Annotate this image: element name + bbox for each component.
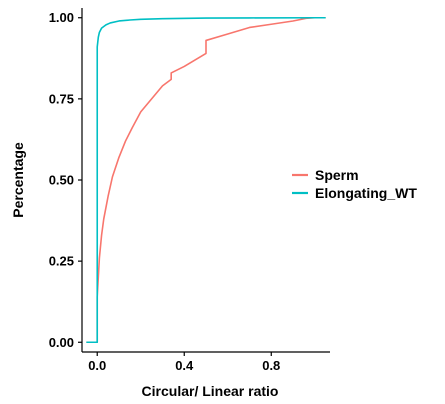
- y-tick-label: 0.25: [49, 254, 74, 269]
- series-line-1: [86, 16, 326, 344]
- x-axis-title: Circular/ Linear ratio: [142, 383, 279, 399]
- legend-label-1: Elongating_WT: [315, 185, 417, 201]
- y-axis-title: Percentage: [10, 142, 26, 218]
- legend: Sperm Elongating_WT: [292, 167, 417, 201]
- axes: 0.00 0.25 0.50 0.75 1.00 0.0 0.4 0.8 Circular/ L…: [10, 8, 330, 399]
- y-tick-label: 0.75: [49, 91, 74, 106]
- y-tick-label: 1.00: [49, 10, 74, 25]
- y-tick-label: 0.00: [49, 335, 74, 350]
- x-tick-label: 0.0: [88, 358, 106, 373]
- series-line-0: [86, 16, 326, 344]
- x-tick-label: 0.4: [175, 358, 194, 373]
- series-layer: [86, 16, 326, 344]
- y-tick-label: 0.50: [49, 173, 74, 188]
- legend-label-0: Sperm: [315, 167, 359, 183]
- x-tick-label: 0.8: [262, 358, 280, 373]
